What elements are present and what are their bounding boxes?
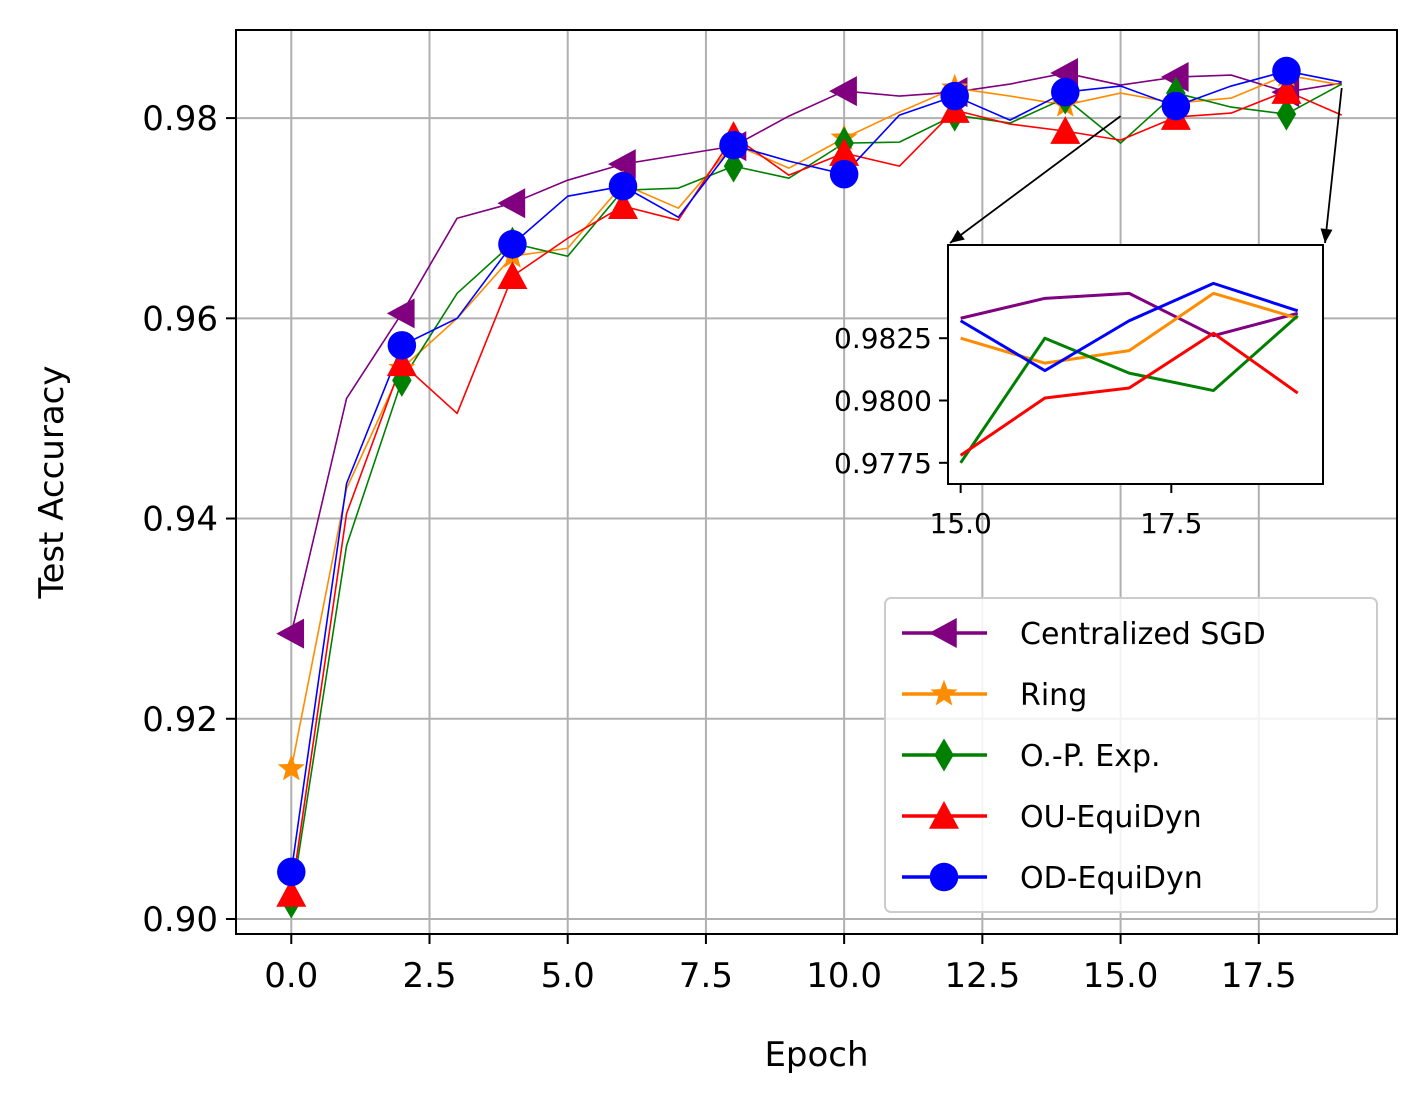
inset-y-tick-label: 0.9775: [834, 447, 932, 480]
inset-zoom-plot: 15.0 17.5 0.9775 0.9800 0.9825: [834, 244, 1324, 540]
legend-marker: [929, 618, 957, 648]
marker-centralized-sgd: [1160, 62, 1189, 93]
x-tick-label: 12.5: [945, 956, 1021, 996]
inset-y-tick-label: 0.9800: [834, 385, 932, 418]
legend-label: OD-EquiDyn: [1020, 861, 1203, 896]
zoom-arrow-left: [949, 115, 1122, 244]
zoom-arrow-right-head: [1320, 228, 1333, 243]
marker-centralized-sgd: [386, 298, 415, 329]
legend-entry-ring: Ring: [902, 678, 1087, 713]
legend-entry-ou-equidyn: OU-EquiDyn: [902, 800, 1202, 835]
main-plot-frame: [235, 29, 1398, 935]
legend-marker: [930, 679, 958, 706]
x-tick-label: 5.0: [541, 956, 595, 996]
legend-entry-o-p-exp: O.-P. Exp.: [902, 738, 1161, 774]
marker-od-equidyn: [1272, 56, 1301, 86]
legend-box: [884, 597, 1378, 913]
inset-line-ou-equidyn: [959, 331, 1299, 457]
main-ticks: 0.0 2.5 5.0 7.5 10.0 12.5 15.0 17.5 0.90 0.92 0.94…: [142, 99, 1296, 996]
marker-ou-equidyn: [497, 261, 528, 290]
inset-x-tick-label: 15.0: [929, 507, 991, 540]
inset-x-tick-label: 17.5: [1140, 507, 1202, 540]
marker-od-equidyn: [1161, 91, 1191, 121]
y-axis-label: Test Accuracy: [32, 366, 72, 600]
x-tick-label: 7.5: [679, 956, 733, 996]
marker-centralized-sgd: [276, 618, 305, 649]
marker-od-equidyn: [1051, 77, 1080, 107]
marker-ou-equidyn: [1271, 76, 1302, 104]
y-tick-label: 0.98: [142, 99, 218, 139]
inset-frame: [947, 244, 1324, 485]
marker-o-p-exp: [1276, 97, 1297, 131]
marker-od-equidyn: [387, 331, 417, 360]
marker-ring: [277, 754, 305, 781]
marker-centralized-sgd: [497, 188, 526, 219]
legend-label: Centralized SGD: [1020, 617, 1266, 652]
y-tick-label: 0.92: [142, 700, 218, 740]
legend-marker: [929, 801, 959, 829]
inset-line-centralized-sgd: [960, 291, 1299, 338]
marker-od-equidyn: [277, 857, 306, 887]
inset-series: [959, 281, 1299, 464]
marker-od-equidyn: [940, 81, 969, 111]
x-tick-label: 2.5: [402, 956, 456, 996]
legend-marker: [934, 738, 954, 772]
y-tick-label: 0.96: [142, 299, 218, 339]
legend-label: O.-P. Exp.: [1020, 739, 1161, 774]
y-tick-label: 0.94: [142, 500, 218, 540]
main-markers: [276, 56, 1302, 919]
inset-y-tick-label: 0.9825: [834, 322, 932, 355]
zoom-arrows: [949, 87, 1343, 244]
legend-marker: [929, 862, 959, 892]
x-tick-label: 10.0: [806, 956, 882, 996]
zoom-arrow-right: [1324, 87, 1343, 244]
y-tick-label: 0.90: [142, 900, 218, 940]
marker-ou-equidyn: [276, 878, 307, 907]
legend: Centralized SGD Ring O.-P. Exp. OU-EquiDyn O…: [884, 597, 1378, 913]
x-tick-label: 15.0: [1083, 956, 1159, 996]
marker-ou-equidyn: [608, 191, 638, 219]
marker-ou-equidyn: [386, 348, 417, 377]
inset-background: [948, 245, 1323, 484]
legend-label: OU-EquiDyn: [1020, 800, 1202, 835]
marker-ou-equidyn: [1050, 116, 1081, 144]
x-axis-label: Epoch: [764, 1035, 868, 1075]
x-tick-label: 17.5: [1221, 956, 1297, 996]
marker-od-equidyn: [498, 229, 527, 259]
legend-label: Ring: [1020, 678, 1087, 713]
x-tick-label: 0.0: [264, 956, 318, 996]
marker-od-equidyn: [719, 130, 748, 160]
marker-od-equidyn: [829, 159, 859, 189]
marker-centralized-sgd: [829, 76, 857, 107]
marker-od-equidyn: [608, 171, 638, 201]
inset-line-o-p-exp: [959, 314, 1299, 464]
marker-ou-equidyn: [829, 138, 860, 166]
inset-line-od-equidyn: [959, 281, 1299, 373]
legend-entry-od-equidyn: OD-EquiDyn: [902, 861, 1203, 896]
zoom-arrow-left-head: [950, 229, 965, 243]
marker-centralized-sgd: [608, 149, 636, 180]
legend-entry-centralized-sgd: Centralized SGD: [902, 617, 1266, 652]
